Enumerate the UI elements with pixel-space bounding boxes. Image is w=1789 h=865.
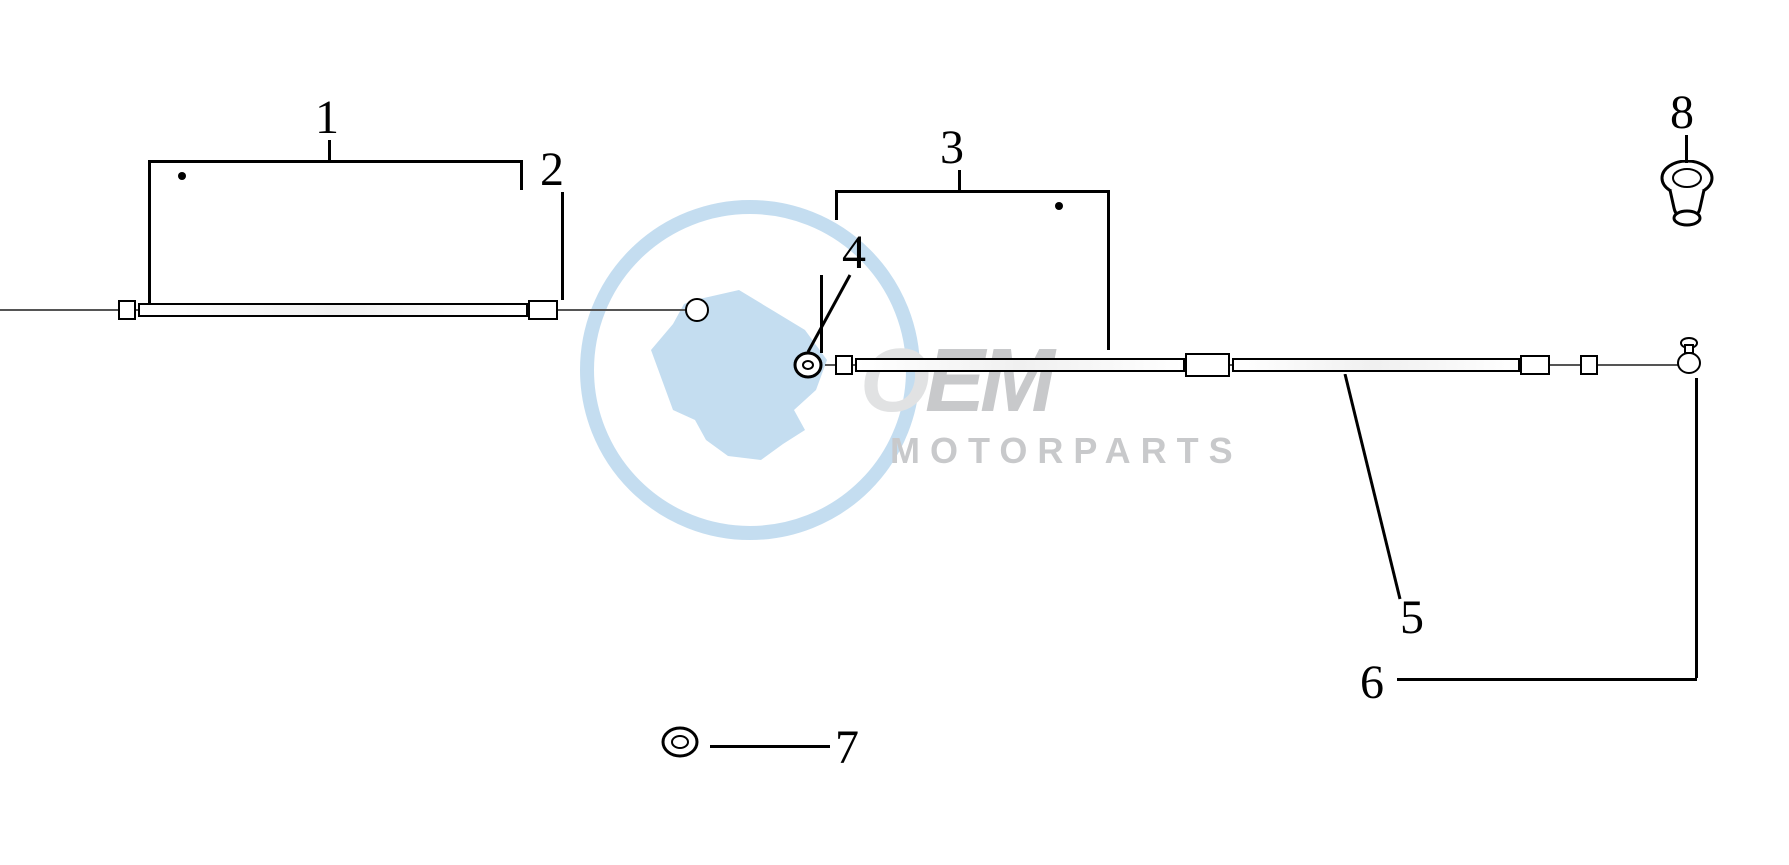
label-2: 2 xyxy=(540,142,564,197)
cable-assembly-2 xyxy=(785,355,1705,375)
watermark-sub-text: MOTORPARTS xyxy=(890,430,1243,472)
label-1: 1 xyxy=(315,90,339,145)
part-7-clip xyxy=(660,725,705,760)
cable-assembly-1 xyxy=(0,300,720,320)
label-8: 8 xyxy=(1670,85,1694,140)
part-8-grommet xyxy=(1660,160,1715,230)
cable-end-ball-2 xyxy=(685,298,709,322)
label-7: 7 xyxy=(835,720,859,775)
cable-end-nipple-6 xyxy=(1675,337,1703,377)
label-6: 6 xyxy=(1360,655,1384,710)
parts-diagram: OOEMEM MOTORPARTS 1 2 xyxy=(0,0,1789,865)
label-3: 3 xyxy=(940,120,964,175)
